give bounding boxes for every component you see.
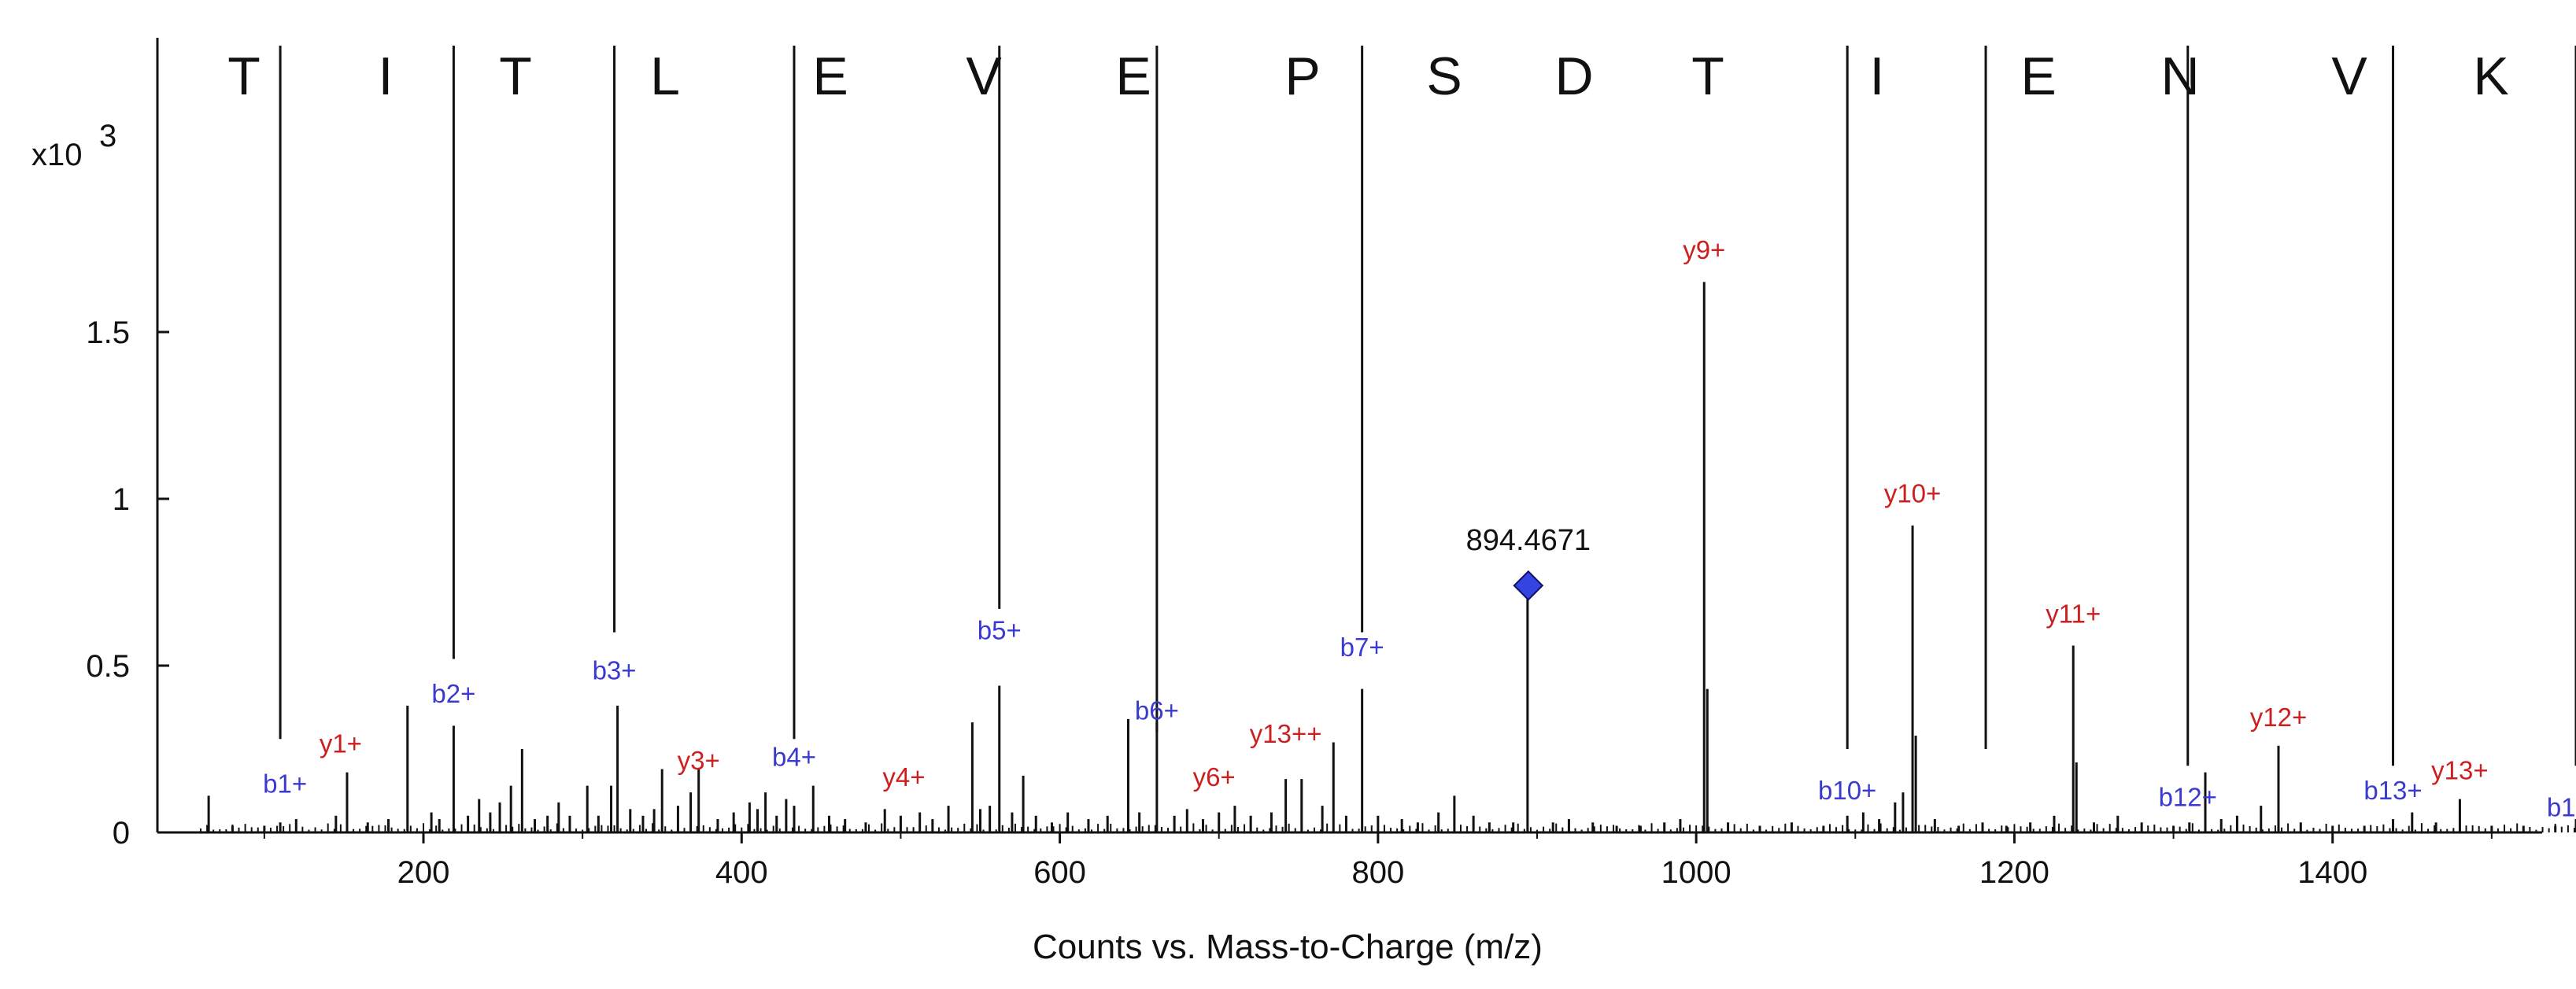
- x-tick-label: 1400: [2297, 855, 2367, 890]
- sequence-residue: E: [1115, 46, 1151, 106]
- precursor-label: 894.4671: [1466, 524, 1591, 557]
- ion-label: b3+: [593, 655, 637, 685]
- ion-label: y4+: [882, 762, 925, 792]
- ion-label: y11+: [2046, 599, 2101, 628]
- ion-label: b10+: [1818, 776, 1876, 805]
- precursor-marker: [1513, 570, 1544, 601]
- ion-label: y13+: [2431, 756, 2488, 785]
- y-multiplier-exponent: 3: [99, 119, 116, 153]
- x-tick-label: 600: [1033, 855, 1086, 890]
- x-tick-label: 1000: [1661, 855, 1732, 890]
- sequence-residue: T: [499, 46, 532, 106]
- sequence-residue: N: [2160, 46, 2199, 106]
- y-multiplier-label: x10: [31, 138, 83, 172]
- x-axis-title: Counts vs. Mass-to-Charge (m/z): [1033, 928, 1543, 966]
- ion-label: b4+: [772, 743, 816, 772]
- ion-label: b14+: [2547, 792, 2576, 821]
- ion-label: y3+: [678, 746, 720, 775]
- ion-label: b7+: [1340, 633, 1384, 662]
- x-tick-label: 400: [715, 855, 768, 890]
- ion-label: b1+: [263, 769, 307, 799]
- ion-label: y12+: [2250, 703, 2307, 732]
- sequence-residue: E: [812, 46, 848, 106]
- sequence-residue: V: [966, 46, 1002, 106]
- sequence-residue: T: [1691, 46, 1724, 106]
- ion-label: y9+: [1683, 235, 1725, 264]
- spectrum-peaks: [200, 282, 2576, 832]
- x-tick-label: 200: [397, 855, 450, 890]
- ion-label: y1+: [320, 729, 362, 758]
- x-tick-label: 1200: [1979, 855, 2049, 890]
- ion-label: b12+: [2159, 783, 2217, 812]
- sequence-residue: V: [2331, 46, 2367, 106]
- y-tick-label: 1: [113, 482, 130, 517]
- y-tick-label: 1.5: [86, 316, 130, 350]
- sequence-residue: L: [650, 46, 680, 106]
- sequence-residue: K: [2473, 46, 2508, 106]
- sequence-residue: T: [227, 46, 261, 106]
- x-tick-label: 800: [1351, 855, 1404, 890]
- sequence-residue: I: [379, 46, 394, 106]
- ion-label: b6+: [1135, 696, 1179, 725]
- ion-labels: b1+b2+b3+b4+b5+b6+b7+b10+b12+b13+b14+b15…: [263, 235, 2576, 821]
- axes: 00.511.5x1032004006008001000120014001600…: [31, 38, 2542, 966]
- ion-label: b13+: [2363, 776, 2422, 805]
- ion-label: b2+: [431, 679, 475, 708]
- ion-label: b5+: [978, 616, 1022, 645]
- sequence-residue: E: [2020, 46, 2056, 106]
- ion-label: y13++: [1250, 719, 1322, 748]
- ion-label: y10+: [1884, 479, 1941, 508]
- y-tick-label: 0: [113, 816, 130, 851]
- sequence-residue: I: [1870, 46, 1885, 106]
- ion-label: y6+: [1193, 762, 1236, 792]
- sequence-residue: S: [1426, 46, 1462, 106]
- sequence-residue: D: [1554, 46, 1593, 106]
- precursor-annotation: 894.4671: [1466, 524, 1591, 601]
- sequence-residue: P: [1284, 46, 1320, 106]
- y-tick-label: 0.5: [86, 649, 130, 684]
